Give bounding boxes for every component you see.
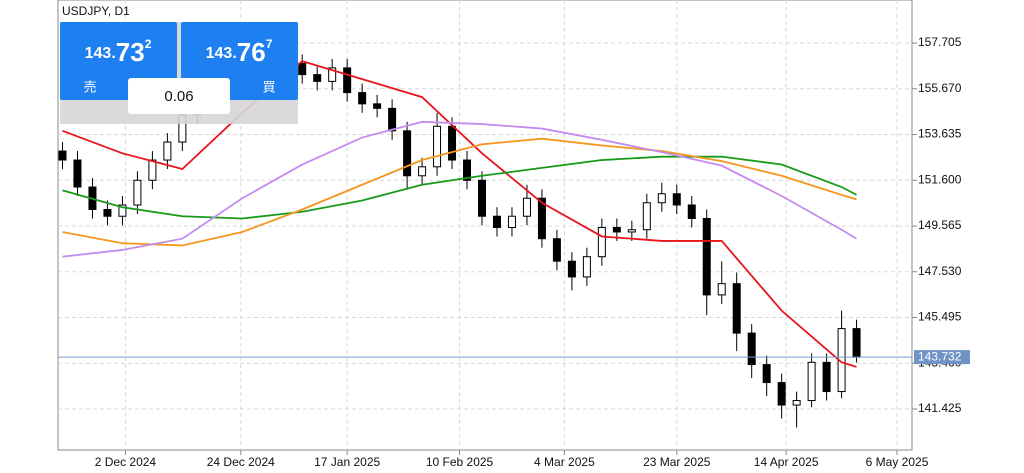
x-tick-label: 2 Dec 2024 — [95, 455, 157, 469]
candle-body — [492, 215, 501, 228]
candle-body — [687, 204, 696, 219]
candle-body — [717, 283, 726, 296]
y-tick-label: 149.565 — [918, 218, 962, 232]
candle-body — [448, 125, 457, 161]
y-tick-label: 141.425 — [918, 401, 962, 415]
candle-body — [777, 382, 786, 406]
candle-body — [418, 166, 427, 177]
candle-body — [103, 208, 112, 217]
candle-body — [672, 193, 681, 206]
quote-price-part: 76 — [237, 37, 266, 67]
x-tick-label: 4 Mar 2025 — [534, 455, 595, 469]
candle-body — [702, 217, 711, 296]
x-tick-label: 24 Dec 2024 — [207, 455, 275, 469]
y-tick-label: 145.495 — [918, 310, 962, 324]
candle-body — [852, 328, 861, 358]
candle-body — [328, 67, 337, 82]
candle-body — [373, 103, 382, 109]
candle-body — [507, 215, 516, 228]
quote-side: 売 — [83, 79, 96, 94]
y-tick-label: 155.670 — [918, 81, 962, 95]
quote-side: 買 — [262, 79, 275, 94]
candle-body — [762, 364, 771, 384]
candle-body — [552, 238, 561, 262]
candle-body — [732, 283, 741, 334]
quote-price-part: 73 — [116, 37, 145, 67]
x-tick-label: 17 Jan 2025 — [314, 455, 380, 469]
candle-body — [343, 67, 352, 94]
chart-title: USDJPY, D1 — [62, 4, 130, 18]
current-price-box — [914, 350, 970, 365]
quote-price-part: 7 — [266, 37, 273, 51]
candle-body — [433, 125, 442, 168]
plot-frame — [57, 0, 913, 451]
quote-price-part: 143. — [85, 45, 116, 62]
candle-body — [807, 361, 816, 402]
spread-value: 0.06 — [164, 88, 193, 105]
candle-body — [567, 260, 576, 278]
candle-body — [597, 226, 606, 258]
candle-body — [463, 159, 472, 181]
quote-price-part: 2 — [145, 37, 152, 51]
candle-body — [58, 150, 67, 161]
x-tick-label: 6 May 2025 — [866, 455, 929, 469]
candle-body — [612, 226, 621, 233]
candle-body — [822, 361, 831, 393]
candle-body — [642, 202, 651, 231]
candle-body — [657, 193, 666, 204]
candle-body — [627, 229, 636, 233]
candle-body — [298, 62, 307, 76]
current-price-label: 143.732 — [918, 349, 962, 363]
candle-body — [478, 179, 487, 217]
x-tick-label: 23 Mar 2025 — [643, 455, 711, 469]
candle-body — [163, 141, 172, 161]
y-tick-label: 157.705 — [918, 35, 962, 49]
moving-average — [62, 60, 857, 368]
candle-body — [358, 92, 367, 105]
x-tick-label: 10 Feb 2025 — [426, 455, 494, 469]
candle-body — [792, 400, 801, 406]
candle-body — [403, 130, 412, 177]
quote-price: 143.732 — [85, 37, 152, 67]
y-tick-label: 151.600 — [918, 172, 962, 186]
candle-body — [537, 197, 546, 240]
candle-body — [73, 159, 82, 188]
candle-body — [388, 107, 397, 132]
spread-box — [128, 78, 230, 114]
moving-average — [62, 137, 857, 247]
x-tick-label: 14 Apr 2025 — [754, 455, 819, 469]
moving-average — [62, 120, 858, 258]
quote-price: 143.767 — [206, 37, 273, 67]
y-tick-label: 147.530 — [918, 264, 962, 278]
candle-body — [582, 256, 591, 278]
candle-body — [118, 204, 127, 217]
moving-average — [62, 155, 857, 220]
candle-body — [313, 74, 322, 82]
candle-body — [148, 159, 157, 181]
y-tick-label: 153.635 — [918, 127, 962, 141]
quote-price-part: 143. — [206, 45, 237, 62]
candle-body — [522, 197, 531, 217]
candle-body — [133, 179, 142, 206]
candle-body — [747, 332, 756, 366]
